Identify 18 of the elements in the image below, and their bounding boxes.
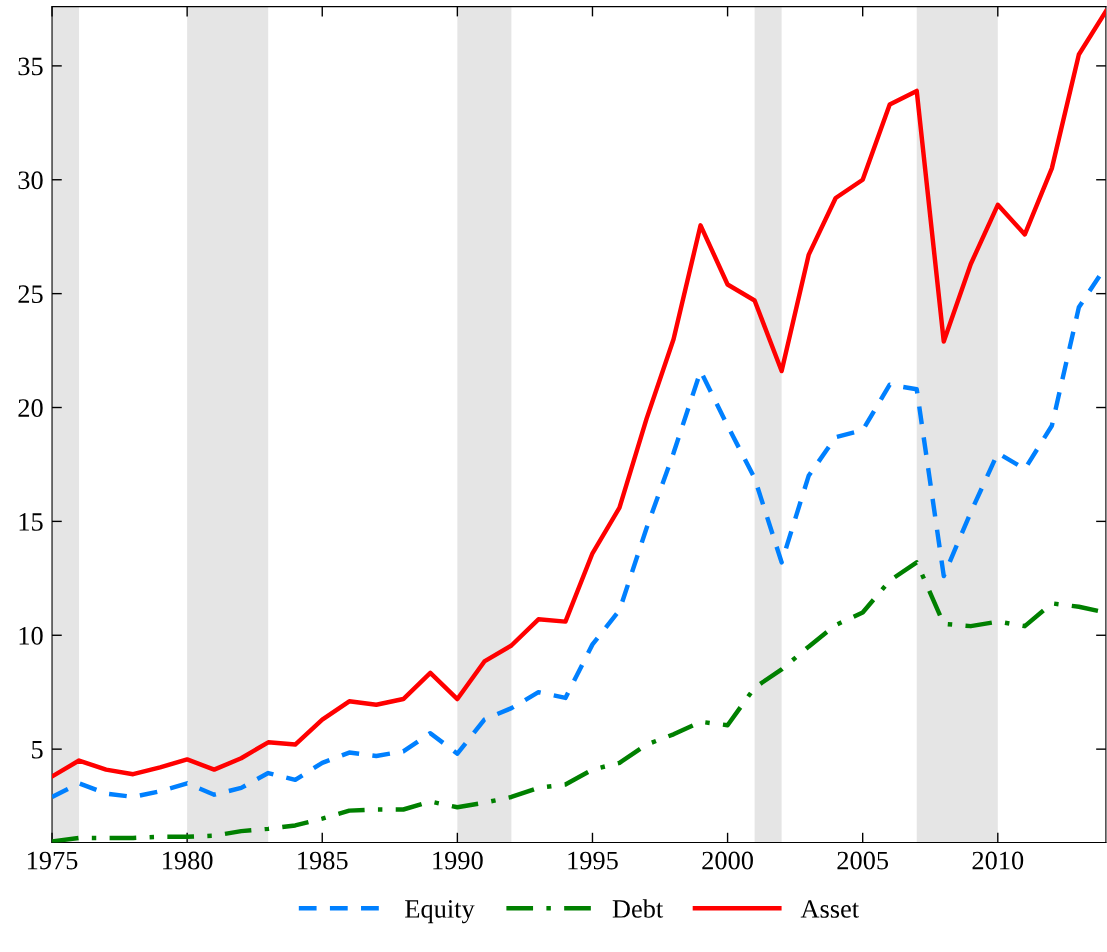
- x-tick-label: 1995: [568, 851, 618, 870]
- legend-label: Asset: [800, 900, 859, 918]
- y-tick-label: 5: [32, 741, 43, 759]
- y-tick-label: 15: [19, 513, 43, 531]
- y-tick-label: 35: [18, 57, 43, 76]
- x-tick-label: 1990: [433, 851, 483, 870]
- y-tick-label: 20: [18, 399, 43, 417]
- legend-label: Debt: [612, 899, 664, 918]
- x-tick-label: 2010: [972, 851, 1024, 870]
- x-tick-label: 2000: [702, 851, 753, 870]
- y-tick-label: 30: [18, 171, 43, 190]
- y-tick-label: 25: [18, 285, 43, 304]
- legend-label: Equity: [405, 900, 475, 924]
- x-tick-label: 1985: [298, 851, 348, 870]
- y-tick-label: 10: [19, 626, 43, 645]
- x-tick-label: 1975: [27, 851, 78, 870]
- x-tick-label: 2005: [837, 851, 889, 870]
- x-tick-label: 1980: [163, 851, 213, 870]
